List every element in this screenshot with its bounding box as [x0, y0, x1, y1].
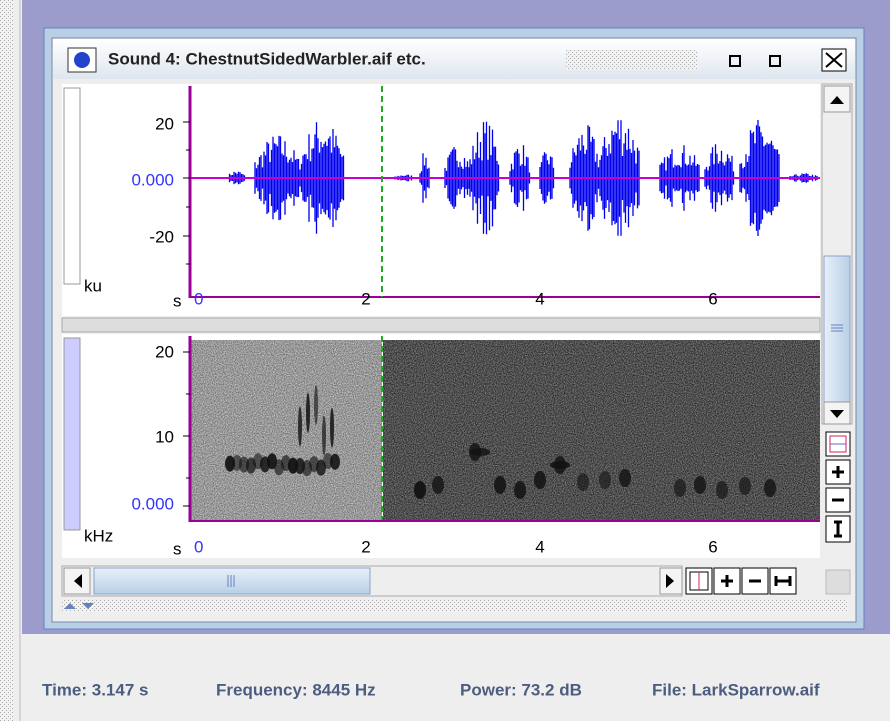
call-mark [694, 476, 706, 494]
y-unit: ku [84, 276, 102, 295]
x-unit: s [173, 291, 182, 310]
scroll-thumb[interactable] [824, 256, 850, 402]
corner [826, 570, 850, 594]
zoom-in-vertical[interactable] [826, 460, 850, 484]
zoom-fit-vertical[interactable] [826, 432, 850, 456]
x-tick-label: 0 [194, 289, 203, 308]
status-frequency: Frequency: 8445 Hz [216, 680, 376, 699]
call-mark [514, 481, 526, 499]
call-mark [534, 471, 546, 489]
call-mark [298, 406, 302, 446]
call-mark [322, 415, 326, 455]
y-tick-label: -20 [149, 227, 174, 246]
side-strip [0, 0, 14, 721]
call-mark [716, 481, 728, 499]
call-mark [306, 393, 310, 433]
spectrogram-noise [383, 340, 820, 520]
zoom-reset-horizontal[interactable] [770, 568, 796, 594]
y-unit: kHz [84, 526, 113, 545]
x-unit: s [173, 539, 182, 558]
window-icon-glyph [74, 52, 90, 68]
call-mark [432, 476, 444, 494]
window-title: Sound 4: ChestnutSidedWarbler.aif etc. [108, 49, 426, 68]
y-tick-label: 20 [155, 114, 174, 133]
call-mark [414, 481, 426, 499]
x-tick-label: 2 [361, 289, 370, 308]
spectrogram-gutter [64, 338, 80, 530]
title-grip [566, 50, 698, 70]
y-tick-label: 0.000 [131, 170, 174, 189]
y-tick-label: 10 [155, 427, 174, 446]
waveform-panel [62, 84, 820, 316]
zoom-in-horizontal[interactable] [714, 568, 740, 594]
scroll-down[interactable] [824, 402, 850, 424]
call-mark [330, 454, 340, 470]
call-mark [550, 461, 570, 469]
call-mark [314, 385, 318, 425]
status-power: Power: 73.2 dB [460, 680, 582, 699]
call-mark [470, 448, 490, 456]
close-button[interactable] [822, 49, 846, 71]
zoom-out-vertical[interactable] [826, 488, 850, 512]
scroll-thumb[interactable] [94, 568, 370, 594]
x-tick-label: 6 [708, 289, 717, 308]
panel-grip[interactable] [62, 600, 848, 612]
call-mark [619, 469, 631, 487]
status-time: Time: 3.147 s [42, 680, 148, 699]
scroll-right[interactable] [660, 568, 682, 594]
zoom-reset-vertical[interactable] [826, 516, 850, 542]
spectrogram-noise [191, 340, 382, 520]
call-mark [494, 476, 506, 494]
x-tick-label: 2 [361, 537, 370, 556]
x-tick-label: 4 [535, 537, 544, 556]
panel-divider[interactable] [62, 318, 820, 332]
x-tick-label: 6 [708, 537, 717, 556]
app-screen: Sound 4: ChestnutSidedWarbler.aif etc. 2… [0, 0, 890, 721]
call-mark [764, 479, 776, 497]
y-tick-label: 0.000 [131, 494, 174, 513]
y-tick-label: 20 [155, 342, 174, 361]
waveform-gutter [64, 88, 80, 284]
call-mark [577, 473, 589, 491]
call-mark [330, 408, 334, 448]
call-mark [599, 471, 611, 489]
x-tick-label: 0 [194, 537, 203, 556]
scroll-left[interactable] [64, 568, 90, 594]
scroll-up[interactable] [824, 86, 850, 112]
zoom-fit-horizontal[interactable] [686, 568, 712, 594]
status-file: File: LarkSparrow.aif [652, 680, 820, 699]
call-mark [739, 477, 751, 495]
zoom-out-horizontal[interactable] [742, 568, 768, 594]
x-tick-label: 4 [535, 289, 544, 308]
call-mark [674, 479, 686, 497]
